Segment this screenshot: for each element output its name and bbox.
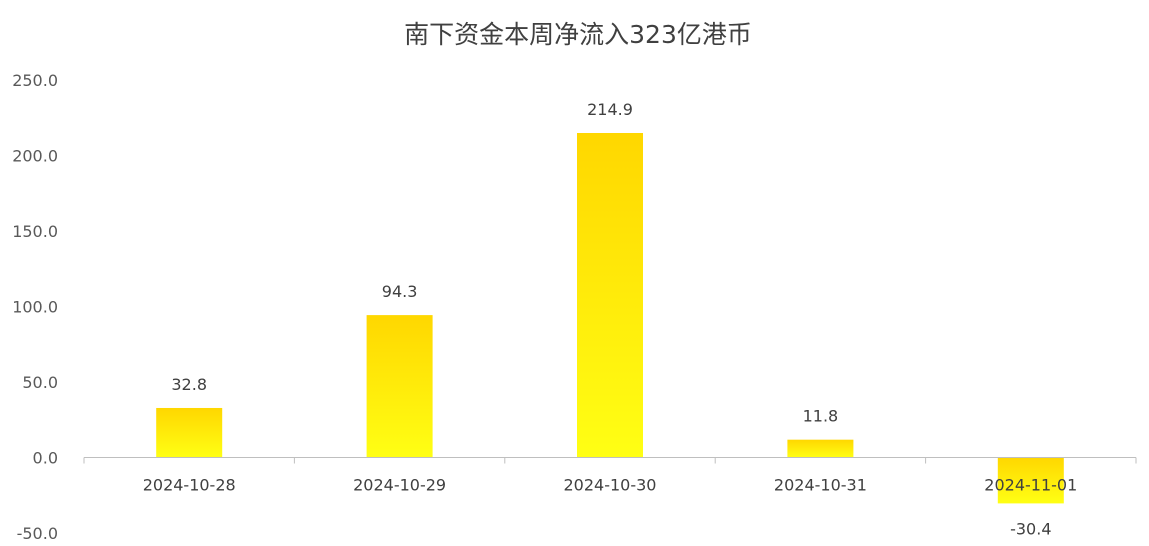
chart-title: 南下资金本周净流入323亿港币: [404, 20, 752, 49]
x-tick-label: 2024-10-30: [564, 476, 657, 495]
bar-2024-11-01: [997, 457, 1064, 504]
x-tick-label: 2024-10-29: [353, 476, 446, 495]
bar-2024-10-29: [366, 315, 433, 458]
bar-2024-10-28: [156, 407, 223, 458]
y-tick-label: 100.0: [12, 298, 58, 317]
y-tick-label: 150.0: [12, 222, 58, 241]
bar-2024-10-30: [577, 133, 643, 458]
x-tick-label: 2024-11-01: [984, 476, 1077, 495]
x-axis: 2024-10-28 2024-10-29 2024-10-30 2024-10-31…: [83, 457, 1137, 495]
y-tick-label: 0.0: [33, 449, 58, 468]
y-tick-label: 50.0: [22, 373, 58, 392]
bars-group: [156, 133, 1064, 504]
y-tick-label: 250.0: [12, 71, 58, 90]
bar-2024-10-31: [787, 439, 854, 458]
x-tick-label: 2024-10-31: [774, 476, 867, 495]
data-label: -30.4: [1010, 519, 1051, 538]
x-tick-label: 2024-10-28: [143, 476, 236, 495]
data-label: 214.9: [587, 100, 633, 119]
data-label: 32.8: [171, 375, 207, 394]
y-tick-label: 200.0: [12, 147, 58, 166]
data-label: 94.3: [382, 282, 418, 301]
data-label: 11.8: [803, 407, 839, 426]
data-labels: 32.8 94.3 214.9 11.8 -30.4: [171, 100, 1051, 538]
y-tick-label: -50.0: [17, 524, 58, 543]
y-axis: 250.0 200.0 150.0 100.0 50.0 0.0 -50.0: [12, 71, 58, 543]
